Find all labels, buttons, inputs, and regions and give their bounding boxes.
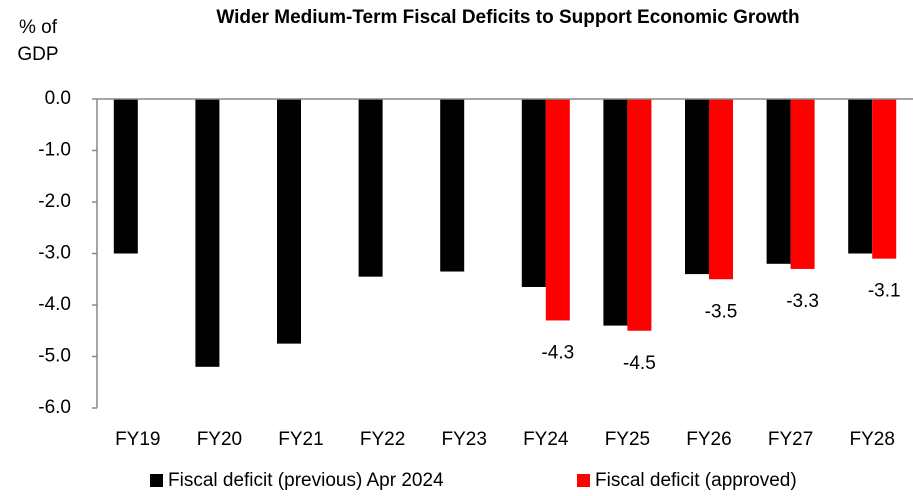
data-label: -4.3 <box>541 342 574 363</box>
x-tick-label: FY19 <box>115 429 160 450</box>
bar <box>277 99 301 344</box>
data-label: -3.1 <box>868 281 901 302</box>
bar <box>790 99 815 269</box>
bar <box>848 99 873 254</box>
x-tick-label: FY28 <box>849 429 894 450</box>
bar <box>872 99 897 259</box>
x-tick-label: FY22 <box>360 429 405 450</box>
data-label: -3.5 <box>705 301 738 322</box>
x-tick-label: FY26 <box>686 429 731 450</box>
bar <box>440 99 465 272</box>
y-axis-label: % of GDP <box>17 17 59 65</box>
x-tick-label: FY24 <box>523 429 569 450</box>
y-tick-label: -6.0 <box>38 397 71 418</box>
y-tick-label: -1.0 <box>38 140 71 161</box>
x-tick-label: FY20 <box>197 429 242 450</box>
legend-swatch <box>150 474 163 487</box>
data-label: -3.3 <box>786 291 819 312</box>
data-label: -4.5 <box>623 353 656 374</box>
legend-swatch <box>577 474 590 487</box>
y-tick-label: -5.0 <box>38 346 71 367</box>
x-tick-label: FY25 <box>605 429 650 450</box>
legend-label: Fiscal deficit (approved) <box>595 470 797 491</box>
x-tick-label: FY23 <box>441 429 486 450</box>
x-tick-label: FY27 <box>768 429 813 450</box>
bar <box>545 99 570 321</box>
legend-label: Fiscal deficit (previous) Apr 2024 <box>168 470 444 491</box>
y-tick-label: 0.0 <box>45 88 71 109</box>
bar <box>766 99 791 264</box>
bar <box>113 99 138 254</box>
y-tick-label: -4.0 <box>38 294 71 315</box>
bar <box>358 99 383 277</box>
chart-title: Wider Medium-Term Fiscal Deficits to Sup… <box>216 7 799 28</box>
bar <box>685 99 709 275</box>
bar <box>603 99 628 326</box>
x-tick-label: FY21 <box>278 429 323 450</box>
y-tick-label: -2.0 <box>38 191 71 212</box>
bar <box>195 99 220 367</box>
bar <box>627 99 652 331</box>
y-tick-label: -3.0 <box>38 243 71 264</box>
bar <box>709 99 733 280</box>
bar <box>521 99 546 287</box>
